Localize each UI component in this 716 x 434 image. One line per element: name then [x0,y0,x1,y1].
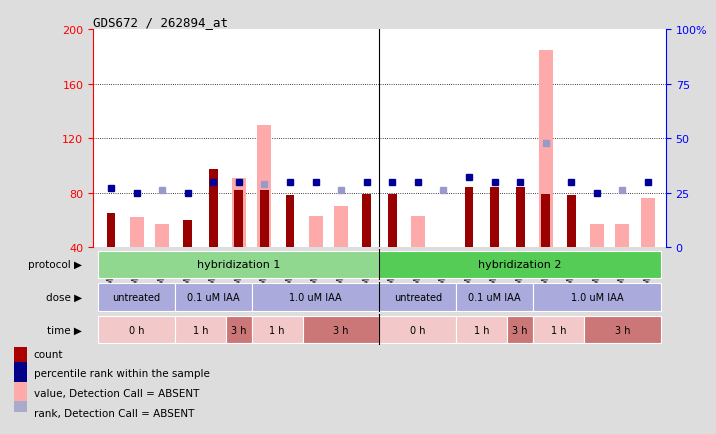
Bar [465,187,473,247]
Bar [251,284,379,311]
Bar [309,216,323,247]
Bar [130,217,144,247]
Text: 0.1 uM IAA: 0.1 uM IAA [468,293,521,302]
Text: rank, Detection Call = ABSENT: rank, Detection Call = ABSENT [34,408,194,418]
Text: 0 h: 0 h [129,325,145,335]
Bar [615,224,629,247]
Bar [411,216,425,247]
Bar [98,284,175,311]
Text: 1 h: 1 h [193,325,208,335]
Text: 1 h: 1 h [551,325,566,335]
Bar [260,191,269,247]
Text: 1 h: 1 h [474,325,490,335]
Bar [226,316,251,344]
Bar [98,251,379,279]
Bar [456,316,508,344]
Bar [175,316,226,344]
Text: 1.0 uM IAA: 1.0 uM IAA [289,293,342,302]
Text: time ▶: time ▶ [47,325,82,335]
Text: value, Detection Call = ABSENT: value, Detection Call = ABSENT [34,388,199,398]
Bar [183,220,192,247]
Text: dose ▶: dose ▶ [47,293,82,302]
Text: 1.0 uM IAA: 1.0 uM IAA [571,293,623,302]
Bar [584,316,661,344]
Text: hybridization 1: hybridization 1 [197,260,281,270]
Text: untreated: untreated [112,293,160,302]
Bar [14,362,26,385]
Bar [155,224,169,247]
Text: 3 h: 3 h [334,325,349,335]
Text: percentile rank within the sample: percentile rank within the sample [34,368,210,378]
Bar [508,316,533,344]
Text: count: count [34,349,63,359]
Bar [641,198,655,247]
Bar [533,284,661,311]
Text: 3 h: 3 h [614,325,630,335]
Bar [14,343,26,365]
Text: hybridization 2: hybridization 2 [478,260,562,270]
Bar [14,382,26,404]
Bar [567,196,576,247]
Text: 0.1 uM IAA: 0.1 uM IAA [187,293,240,302]
Bar [175,284,251,311]
Bar [14,401,26,424]
Text: 3 h: 3 h [231,325,246,335]
Text: GDS672 / 262894_at: GDS672 / 262894_at [93,16,228,29]
Bar [388,194,397,247]
Text: 0 h: 0 h [410,325,425,335]
Bar [379,284,456,311]
Bar [251,316,303,344]
Bar [209,170,218,247]
Bar [379,316,456,344]
Bar [590,224,604,247]
Bar [107,214,115,247]
Text: 3 h: 3 h [513,325,528,335]
Text: untreated: untreated [394,293,442,302]
Bar [379,251,661,279]
Text: protocol ▶: protocol ▶ [29,260,82,270]
Bar [232,178,246,247]
Bar [516,187,525,247]
Bar [334,207,348,247]
Bar [257,125,271,247]
Bar [286,196,294,247]
Bar [98,316,175,344]
Text: 1 h: 1 h [269,325,285,335]
Bar [490,187,499,247]
Bar [234,191,243,247]
Bar [362,194,371,247]
Bar [456,284,533,311]
Bar [533,316,584,344]
Bar [303,316,379,344]
Bar [538,51,553,247]
Bar [541,194,550,247]
